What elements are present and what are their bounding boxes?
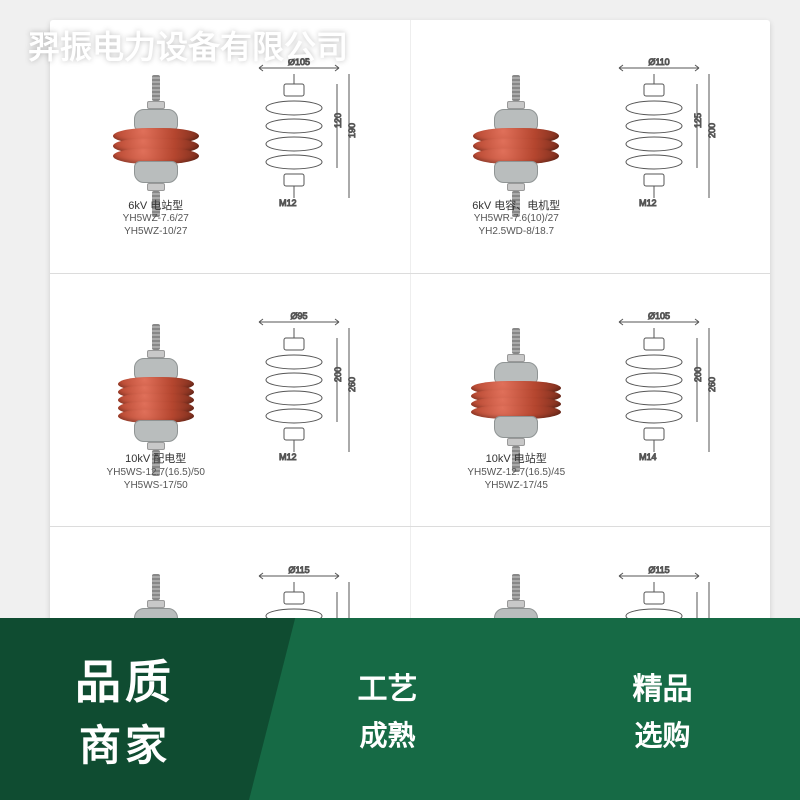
promo-banner: 品质 商家 工艺 成熟 精品 选购 [0,618,800,800]
svg-text:Ø105: Ø105 [648,311,670,321]
svg-text:260: 260 [707,377,717,392]
technical-drawing: Ø95 M12 200 260 [229,310,359,490]
product-caption: 10kV 配电型 YH5WS-12.7(16.5)/50YH5WS-17/50 [101,453,211,492]
technical-drawing: Ø105 M14 200 260 [589,310,719,490]
svg-text:M14: M14 [639,452,657,462]
insulator-photo: 10kV 电站型 YH5WZ-12.7(16.5)/45YH5WZ-17/45 [461,310,571,490]
svg-text:120: 120 [333,113,343,128]
svg-text:125: 125 [693,113,703,128]
svg-text:Ø115: Ø115 [649,565,670,575]
catalog-row: 10kV 配电型 YH5WS-12.7(16.5)/50YH5WS-17/50 … [50,274,770,528]
catalog-cell: 10kV 配电型 YH5WS-12.7(16.5)/50YH5WS-17/50 … [50,274,411,527]
promo-pill-1: 工艺 成熟 [358,664,418,754]
catalog-cell: 10kV 电站型 YH5WZ-12.7(16.5)/45YH5WZ-17/45 … [411,274,771,527]
svg-text:M12: M12 [279,452,297,462]
promo-pill-2a: 精品 [633,664,693,708]
insulator-photo: 10kV 配电型 YH5WS-12.7(16.5)/50YH5WS-17/50 [101,310,211,490]
svg-text:Ø110: Ø110 [649,57,670,67]
svg-text:200: 200 [693,367,703,382]
svg-text:200: 200 [333,367,343,382]
promo-left-line2: 商家 [79,712,171,773]
promo-pill-2b: 选购 [634,714,690,754]
svg-text:M12: M12 [639,198,657,208]
product-caption: 6kV 电容、电机型 YH5WR-7.6(10)/27YH2.5WD-8/18.… [461,200,571,239]
svg-text:M12: M12 [279,198,297,208]
insulator-photo: 6kV 电站型 YH5WZ-7.6/27YH5WZ-10/27 [101,56,211,236]
promo-left: 品质 商家 [0,618,250,800]
insulator-photo: 6kV 电容、电机型 YH5WR-7.6(10)/27YH2.5WD-8/18.… [461,56,571,236]
svg-text:Ø95: Ø95 [290,311,307,321]
promo-pill-1a: 工艺 [358,664,418,708]
promo-left-line1: 品质 [75,646,175,712]
promo-right: 工艺 成熟 精品 选购 [250,618,800,800]
product-caption: 6kV 电站型 YH5WZ-7.6/27YH5WZ-10/27 [101,200,211,239]
svg-text:260: 260 [347,377,357,392]
technical-drawing: Ø105 M12 120 190 [229,56,359,236]
promo-pill-1b: 成熟 [359,714,415,754]
company-watermark: 羿振电力设备有限公司 [28,22,348,68]
technical-drawing: Ø110 M12 125 200 [589,56,719,236]
svg-text:190: 190 [347,123,357,138]
svg-text:Ø115: Ø115 [288,565,309,575]
product-caption: 10kV 电站型 YH5WZ-12.7(16.5)/45YH5WZ-17/45 [461,453,571,492]
svg-text:200: 200 [707,123,717,138]
promo-pill-2: 精品 选购 [633,664,693,754]
catalog-cell: 6kV 电容、电机型 YH5WR-7.6(10)/27YH2.5WD-8/18.… [411,20,771,273]
